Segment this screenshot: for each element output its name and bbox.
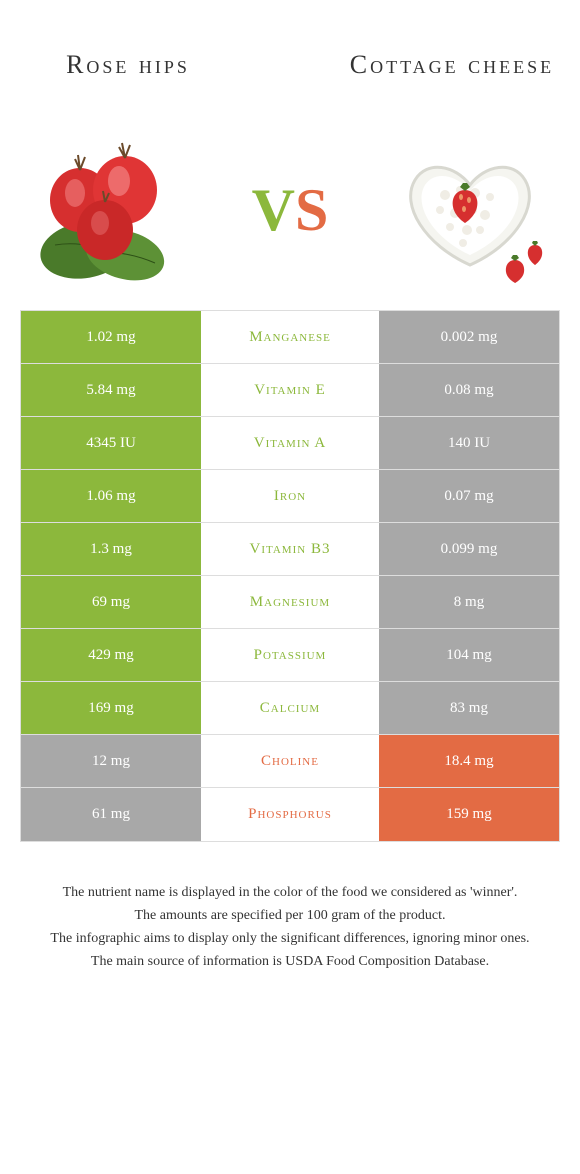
footnote-line: The infographic aims to display only the… bbox=[40, 928, 540, 949]
cottage-cheese-image bbox=[380, 130, 560, 290]
table-row: 61 mgPhosphorus159 mg bbox=[21, 788, 559, 841]
value-right: 140 IU bbox=[379, 417, 559, 469]
value-right: 18.4 mg bbox=[379, 735, 559, 787]
value-right: 0.08 mg bbox=[379, 364, 559, 416]
vs-s: S bbox=[295, 177, 328, 243]
footnote-line: The nutrient name is displayed in the co… bbox=[40, 882, 540, 903]
value-left: 1.3 mg bbox=[21, 523, 201, 575]
nutrient-name: Manganese bbox=[201, 311, 379, 363]
table-row: 5.84 mgVitamin E0.08 mg bbox=[21, 364, 559, 417]
value-left: 12 mg bbox=[21, 735, 201, 787]
nutrient-name: Phosphorus bbox=[201, 788, 379, 841]
value-left: 1.06 mg bbox=[21, 470, 201, 522]
value-left: 1.02 mg bbox=[21, 311, 201, 363]
table-row: 1.06 mgIron0.07 mg bbox=[21, 470, 559, 523]
nutrient-name: Vitamin A bbox=[201, 417, 379, 469]
table-row: 169 mgCalcium83 mg bbox=[21, 682, 559, 735]
value-left: 4345 IU bbox=[21, 417, 201, 469]
footnote-line: The amounts are specified per 100 gram o… bbox=[40, 905, 540, 926]
value-right: 83 mg bbox=[379, 682, 559, 734]
value-left: 5.84 mg bbox=[21, 364, 201, 416]
title-right: Cottage cheese bbox=[344, 49, 560, 80]
vs-v: V bbox=[252, 177, 295, 243]
comparison-table: 1.02 mgManganese0.002 mg5.84 mgVitamin E… bbox=[20, 310, 560, 842]
footnotes: The nutrient name is displayed in the co… bbox=[20, 882, 560, 972]
images-row: VS bbox=[20, 120, 560, 300]
value-left: 69 mg bbox=[21, 576, 201, 628]
value-left: 61 mg bbox=[21, 788, 201, 841]
nutrient-name: Magnesium bbox=[201, 576, 379, 628]
value-right: 8 mg bbox=[379, 576, 559, 628]
vs-label: VS bbox=[252, 176, 329, 245]
infographic-container: Rose hips Cottage cheese bbox=[0, 0, 580, 994]
table-row: 69 mgMagnesium8 mg bbox=[21, 576, 559, 629]
rose-hips-image bbox=[20, 130, 200, 290]
value-right: 159 mg bbox=[379, 788, 559, 841]
value-left: 429 mg bbox=[21, 629, 201, 681]
table-row: 1.02 mgManganese0.002 mg bbox=[21, 311, 559, 364]
nutrient-name: Vitamin B3 bbox=[201, 523, 379, 575]
footnote-line: The main source of information is USDA F… bbox=[40, 951, 540, 972]
value-right: 0.002 mg bbox=[379, 311, 559, 363]
nutrient-name: Vitamin E bbox=[201, 364, 379, 416]
nutrient-name: Calcium bbox=[201, 682, 379, 734]
header: Rose hips Cottage cheese bbox=[20, 20, 560, 110]
table-row: 4345 IUVitamin A140 IU bbox=[21, 417, 559, 470]
value-right: 0.099 mg bbox=[379, 523, 559, 575]
title-left: Rose hips bbox=[20, 49, 236, 80]
header-left: Rose hips bbox=[20, 49, 236, 80]
value-right: 0.07 mg bbox=[379, 470, 559, 522]
nutrient-name: Iron bbox=[201, 470, 379, 522]
table-row: 12 mgCholine18.4 mg bbox=[21, 735, 559, 788]
table-row: 1.3 mgVitamin B30.099 mg bbox=[21, 523, 559, 576]
nutrient-name: Potassium bbox=[201, 629, 379, 681]
header-right: Cottage cheese bbox=[344, 49, 560, 80]
value-right: 104 mg bbox=[379, 629, 559, 681]
nutrient-name: Choline bbox=[201, 735, 379, 787]
table-row: 429 mgPotassium104 mg bbox=[21, 629, 559, 682]
value-left: 169 mg bbox=[21, 682, 201, 734]
